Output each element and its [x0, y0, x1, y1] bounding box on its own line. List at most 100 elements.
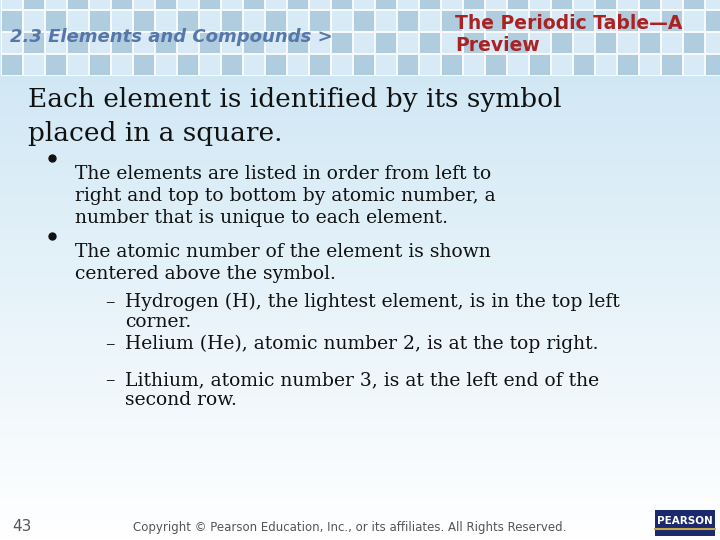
FancyBboxPatch shape	[353, 0, 374, 9]
FancyBboxPatch shape	[110, 0, 132, 9]
FancyBboxPatch shape	[704, 53, 720, 75]
FancyBboxPatch shape	[155, 10, 176, 30]
FancyBboxPatch shape	[132, 53, 153, 75]
FancyBboxPatch shape	[683, 0, 703, 9]
FancyBboxPatch shape	[176, 53, 197, 75]
Text: Lithium, atomic number 3, is at the left end of the: Lithium, atomic number 3, is at the left…	[125, 371, 599, 389]
FancyBboxPatch shape	[485, 53, 505, 75]
FancyBboxPatch shape	[132, 31, 153, 52]
FancyBboxPatch shape	[683, 10, 703, 30]
FancyBboxPatch shape	[506, 53, 528, 75]
FancyBboxPatch shape	[66, 0, 88, 9]
FancyBboxPatch shape	[418, 0, 439, 9]
FancyBboxPatch shape	[551, 10, 572, 30]
FancyBboxPatch shape	[572, 31, 593, 52]
FancyBboxPatch shape	[616, 10, 637, 30]
FancyBboxPatch shape	[572, 53, 593, 75]
FancyBboxPatch shape	[528, 10, 549, 30]
FancyBboxPatch shape	[220, 10, 241, 30]
FancyBboxPatch shape	[330, 53, 351, 75]
FancyBboxPatch shape	[110, 53, 132, 75]
FancyBboxPatch shape	[220, 53, 241, 75]
FancyBboxPatch shape	[243, 31, 264, 52]
FancyBboxPatch shape	[551, 53, 572, 75]
FancyBboxPatch shape	[704, 0, 720, 9]
FancyBboxPatch shape	[418, 53, 439, 75]
Text: The atomic number of the element is shown: The atomic number of the element is show…	[75, 243, 491, 261]
Text: Preview: Preview	[455, 36, 540, 55]
FancyBboxPatch shape	[660, 31, 682, 52]
FancyBboxPatch shape	[397, 10, 418, 30]
FancyBboxPatch shape	[441, 10, 462, 30]
FancyBboxPatch shape	[528, 31, 549, 52]
FancyBboxPatch shape	[441, 31, 462, 52]
Text: Hydrogen (H), the lightest element, is in the top left: Hydrogen (H), the lightest element, is i…	[125, 293, 620, 311]
Text: The Periodic Table—A: The Periodic Table—A	[455, 14, 683, 33]
Text: –: –	[105, 371, 114, 389]
FancyBboxPatch shape	[287, 0, 307, 9]
Text: second row.: second row.	[125, 391, 237, 409]
FancyBboxPatch shape	[89, 53, 109, 75]
FancyBboxPatch shape	[441, 53, 462, 75]
Text: –: –	[105, 335, 114, 353]
FancyBboxPatch shape	[441, 0, 462, 9]
FancyBboxPatch shape	[243, 0, 264, 9]
Text: Each element is identified by its symbol: Each element is identified by its symbol	[28, 87, 562, 112]
FancyBboxPatch shape	[1, 31, 22, 52]
FancyBboxPatch shape	[639, 31, 660, 52]
FancyBboxPatch shape	[45, 0, 66, 9]
FancyBboxPatch shape	[22, 31, 43, 52]
FancyBboxPatch shape	[199, 53, 220, 75]
FancyBboxPatch shape	[683, 53, 703, 75]
FancyBboxPatch shape	[572, 10, 593, 30]
FancyBboxPatch shape	[66, 10, 88, 30]
FancyBboxPatch shape	[616, 53, 637, 75]
Text: 2.3 Elements and Compounds >: 2.3 Elements and Compounds >	[10, 29, 333, 46]
FancyBboxPatch shape	[264, 53, 286, 75]
FancyBboxPatch shape	[462, 31, 484, 52]
FancyBboxPatch shape	[45, 53, 66, 75]
FancyBboxPatch shape	[66, 53, 88, 75]
FancyBboxPatch shape	[155, 31, 176, 52]
FancyBboxPatch shape	[528, 53, 549, 75]
Text: Copyright © Pearson Education, Inc., or its affiliates. All Rights Reserved.: Copyright © Pearson Education, Inc., or …	[133, 521, 567, 534]
FancyBboxPatch shape	[45, 31, 66, 52]
FancyBboxPatch shape	[660, 53, 682, 75]
Text: Helium (He), atomic number 2, is at the top right.: Helium (He), atomic number 2, is at the …	[125, 335, 598, 353]
FancyBboxPatch shape	[0, 0, 720, 75]
FancyBboxPatch shape	[353, 10, 374, 30]
FancyBboxPatch shape	[551, 31, 572, 52]
FancyBboxPatch shape	[397, 53, 418, 75]
FancyBboxPatch shape	[551, 0, 572, 9]
FancyBboxPatch shape	[374, 10, 395, 30]
Text: –: –	[105, 293, 114, 311]
FancyBboxPatch shape	[485, 31, 505, 52]
FancyBboxPatch shape	[485, 10, 505, 30]
FancyBboxPatch shape	[374, 31, 395, 52]
FancyBboxPatch shape	[176, 0, 197, 9]
FancyBboxPatch shape	[220, 31, 241, 52]
FancyBboxPatch shape	[353, 31, 374, 52]
FancyBboxPatch shape	[22, 0, 43, 9]
FancyBboxPatch shape	[155, 0, 176, 9]
FancyBboxPatch shape	[506, 0, 528, 9]
Text: right and top to bottom by atomic number, a: right and top to bottom by atomic number…	[75, 187, 495, 205]
FancyBboxPatch shape	[639, 0, 660, 9]
FancyBboxPatch shape	[176, 10, 197, 30]
FancyBboxPatch shape	[89, 31, 109, 52]
FancyBboxPatch shape	[485, 0, 505, 9]
FancyBboxPatch shape	[616, 31, 637, 52]
Text: corner.: corner.	[125, 313, 192, 331]
FancyBboxPatch shape	[1, 0, 22, 9]
FancyBboxPatch shape	[66, 31, 88, 52]
FancyBboxPatch shape	[22, 53, 43, 75]
FancyBboxPatch shape	[683, 31, 703, 52]
FancyBboxPatch shape	[330, 31, 351, 52]
FancyBboxPatch shape	[639, 10, 660, 30]
FancyBboxPatch shape	[287, 53, 307, 75]
FancyBboxPatch shape	[704, 31, 720, 52]
FancyBboxPatch shape	[572, 0, 593, 9]
FancyBboxPatch shape	[330, 0, 351, 9]
FancyBboxPatch shape	[308, 31, 330, 52]
FancyBboxPatch shape	[397, 0, 418, 9]
